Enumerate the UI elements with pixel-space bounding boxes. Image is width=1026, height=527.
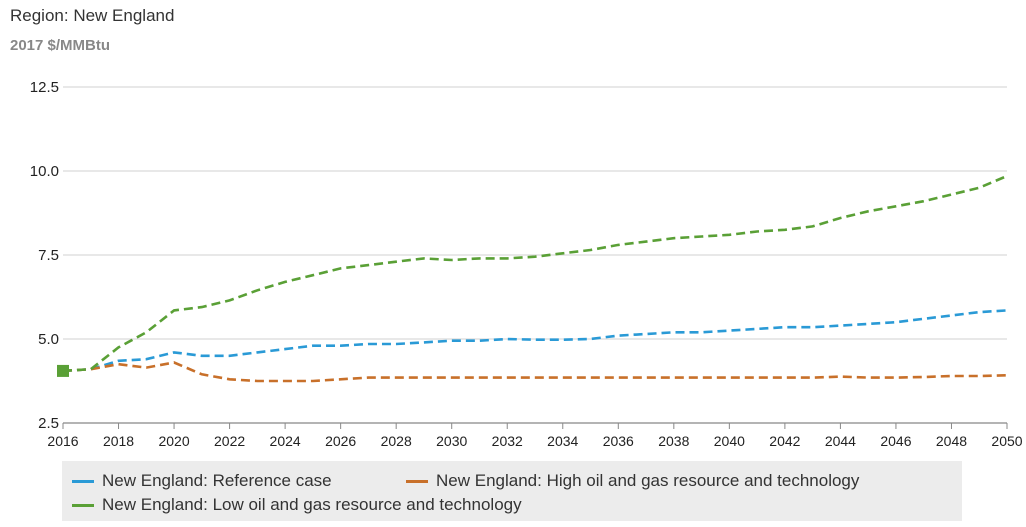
line-chart: 2.5 5.0 7.5 10.0 12.5 2016 2018 2020 2022 2024 202…	[30, 79, 1023, 449]
x-tick-label: 2030	[436, 433, 467, 449]
x-tick-label: 2016	[47, 433, 78, 449]
x-tick-label: 2024	[270, 433, 301, 449]
y-tick-label: 2.5	[38, 415, 59, 432]
y-tick-label: 10.0	[30, 163, 59, 180]
x-tick-label: 2046	[880, 433, 911, 449]
x-tick-label: 2044	[825, 433, 856, 449]
x-tick-label: 2036	[603, 433, 634, 449]
x-tick-label: 2018	[103, 433, 134, 449]
units-label: 2017 $/MMBtu	[10, 37, 111, 54]
y-tick-label: 7.5	[38, 247, 59, 264]
legend: New England: Reference case New England:…	[62, 461, 962, 521]
legend-label-reference: New England: Reference case	[102, 471, 332, 490]
start-marker	[57, 364, 69, 377]
x-tick-label: 2040	[714, 433, 745, 449]
x-tick-label: 2026	[325, 433, 356, 449]
legend-swatch-low	[72, 503, 94, 507]
x-tick-label: 2034	[547, 433, 578, 449]
legend-label-high: New England: High oil and gas resource a…	[436, 471, 860, 490]
x-tick-label: 2028	[381, 433, 412, 449]
x-tick-label: 2020	[158, 433, 189, 449]
legend-swatch-high	[406, 479, 428, 483]
legend-item-high[interactable]: New England: High oil and gas resource a…	[406, 471, 859, 491]
legend-label-low: New England: Low oil and gas resource an…	[102, 495, 522, 514]
x-tick-label: 2050	[991, 433, 1022, 449]
x-tick-label: 2022	[214, 433, 245, 449]
y-tick-label: 5.0	[38, 331, 59, 348]
x-tick-label: 2038	[658, 433, 689, 449]
series-line-0	[62, 309, 1008, 373]
y-tick-label: 12.5	[30, 79, 59, 96]
region-label: Region: New England	[10, 6, 175, 25]
legend-item-reference[interactable]: New England: Reference case	[72, 471, 332, 491]
series-line-2	[62, 174, 1008, 373]
x-tick-label: 2042	[769, 433, 800, 449]
legend-swatch-reference	[72, 479, 94, 483]
x-tick-label: 2048	[936, 433, 967, 449]
series-line-1	[62, 361, 1008, 383]
legend-item-low[interactable]: New England: Low oil and gas resource an…	[72, 495, 522, 515]
x-tick-label: 2032	[492, 433, 523, 449]
